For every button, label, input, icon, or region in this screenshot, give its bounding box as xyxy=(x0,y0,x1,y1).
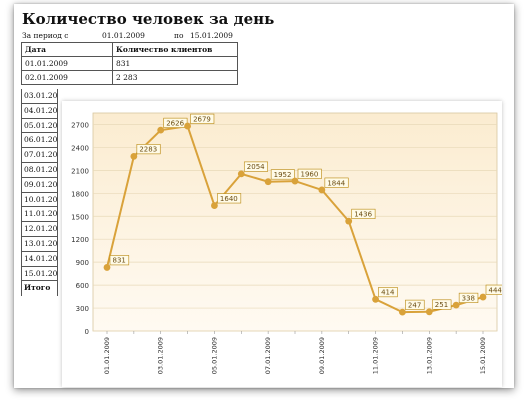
date-cell: 12.01.2009 xyxy=(21,222,58,237)
data-point xyxy=(157,126,165,134)
y-tick-label: 2700 xyxy=(71,121,89,129)
x-tick-label: 13.01.2009 xyxy=(425,337,433,374)
table-cell-count: 831 xyxy=(112,56,238,71)
data-label: 1960 xyxy=(301,170,319,178)
data-label: 247 xyxy=(408,301,421,309)
x-tick-label: 05.01.2009 xyxy=(210,337,218,374)
date-cell: 03.01.2009 xyxy=(21,89,58,104)
data-label-box xyxy=(270,169,295,180)
date-cell: 05.01.2009 xyxy=(21,118,58,134)
data-label-box xyxy=(297,168,322,179)
x-tick-label: 11.01.2009 xyxy=(372,337,380,374)
data-label-box xyxy=(109,255,130,266)
data-label-box xyxy=(136,144,161,155)
data-label-box xyxy=(378,287,398,298)
chart-panel: 0 300 600 900 1200 1500 1800 2100 2400 2700 01.01.… xyxy=(62,101,506,387)
y-tick-label: 600 xyxy=(76,282,89,290)
data-point xyxy=(264,178,272,186)
data-label-box xyxy=(190,113,215,124)
y-tick-label: 1200 xyxy=(71,236,89,244)
data-label-box xyxy=(431,299,452,310)
y-tick-label: 2400 xyxy=(71,144,89,152)
date-cell: 15.01.2009 xyxy=(21,266,58,282)
data-label-box xyxy=(405,299,425,310)
header-date: Дата xyxy=(21,42,113,57)
data-point xyxy=(399,308,406,316)
data-label: 2626 xyxy=(166,119,184,127)
data-label: 2283 xyxy=(139,146,157,154)
data-point xyxy=(237,170,245,178)
date-cell: 09.01.2009 xyxy=(21,177,58,193)
x-tick-label: 03.01.2009 xyxy=(157,337,165,374)
data-label-box xyxy=(324,177,349,188)
data-point xyxy=(211,202,218,209)
data-label: 2054 xyxy=(247,163,265,171)
data-point xyxy=(452,301,460,309)
data-label: 831 xyxy=(113,257,126,265)
table-header-row: Дата Количество клиентов xyxy=(21,42,238,57)
data-point xyxy=(479,293,487,301)
date-cell: 11.01.2009 xyxy=(21,207,58,223)
line-chart: 0 300 600 900 1200 1500 1800 2100 2400 2700 01.01.… xyxy=(71,112,506,374)
date-cell: 04.01.2009 xyxy=(21,103,58,119)
x-tick-label: 09.01.2009 xyxy=(318,337,326,374)
table-cell-date: 01.01.2009 xyxy=(21,56,113,71)
data-point xyxy=(345,217,353,225)
y-tick-label: 300 xyxy=(76,305,89,313)
data-label: 1640 xyxy=(220,195,238,203)
data-label: 1436 xyxy=(354,210,372,218)
data-point xyxy=(318,186,326,194)
x-tick-label: 15.01.2009 xyxy=(479,337,487,374)
data-label: 414 xyxy=(381,289,395,297)
period-from: 01.01.2009 xyxy=(102,31,145,40)
data-label: 444 xyxy=(489,286,503,294)
data-label: 1952 xyxy=(274,171,292,179)
date-cell: 10.01.2009 xyxy=(21,192,58,208)
report-title: Количество человек за день xyxy=(22,10,275,28)
period-to-label: по xyxy=(174,31,184,40)
y-tick-label: 0 xyxy=(85,328,89,336)
y-tick-label: 1500 xyxy=(71,213,89,221)
data-point xyxy=(184,122,191,130)
date-cell: 08.01.2009 xyxy=(21,162,58,178)
x-tick-label: 07.01.2009 xyxy=(264,337,272,374)
data-point xyxy=(425,308,433,316)
data-label: 1844 xyxy=(327,179,345,187)
table-row: 01.01.2009 831 xyxy=(21,56,238,71)
y-tick-label: 2100 xyxy=(71,167,89,175)
header-clients: Количество клиентов xyxy=(112,42,238,57)
data-point xyxy=(103,264,111,271)
data-label-box xyxy=(217,193,242,204)
y-tick-label: 1800 xyxy=(71,190,89,198)
data-label: 2679 xyxy=(193,115,211,123)
data-point xyxy=(291,177,299,185)
date-cell: 13.01.2009 xyxy=(21,236,58,252)
data-point xyxy=(372,295,379,303)
date-cell: 06.01.2009 xyxy=(21,133,58,149)
total-label: Итого xyxy=(21,281,58,297)
date-column-overlapped: 03.01.200904.01.200905.01.200906.01.2009… xyxy=(21,89,58,297)
y-tick-label: 900 xyxy=(76,259,89,267)
x-tick-label: 01.01.2009 xyxy=(103,337,111,374)
period-to: 15.01.2009 xyxy=(190,31,233,40)
date-cell: 07.01.2009 xyxy=(21,148,58,163)
data-label-box xyxy=(243,161,268,172)
table-cell-date: 02.01.2009 xyxy=(21,70,113,85)
clients-table: Дата Количество клиентов 01.01.2009 831 … xyxy=(21,42,238,85)
period-label: За период с xyxy=(22,31,69,40)
table-cell-count: 2 283 xyxy=(112,70,238,85)
data-label: 338 xyxy=(462,294,475,302)
date-cell: 14.01.2009 xyxy=(21,251,58,267)
data-label-box xyxy=(458,292,479,303)
data-label: 251 xyxy=(435,301,448,309)
data-label-box xyxy=(351,208,376,219)
table-row: 02.01.2009 2 283 xyxy=(21,70,238,85)
data-point xyxy=(130,152,138,160)
